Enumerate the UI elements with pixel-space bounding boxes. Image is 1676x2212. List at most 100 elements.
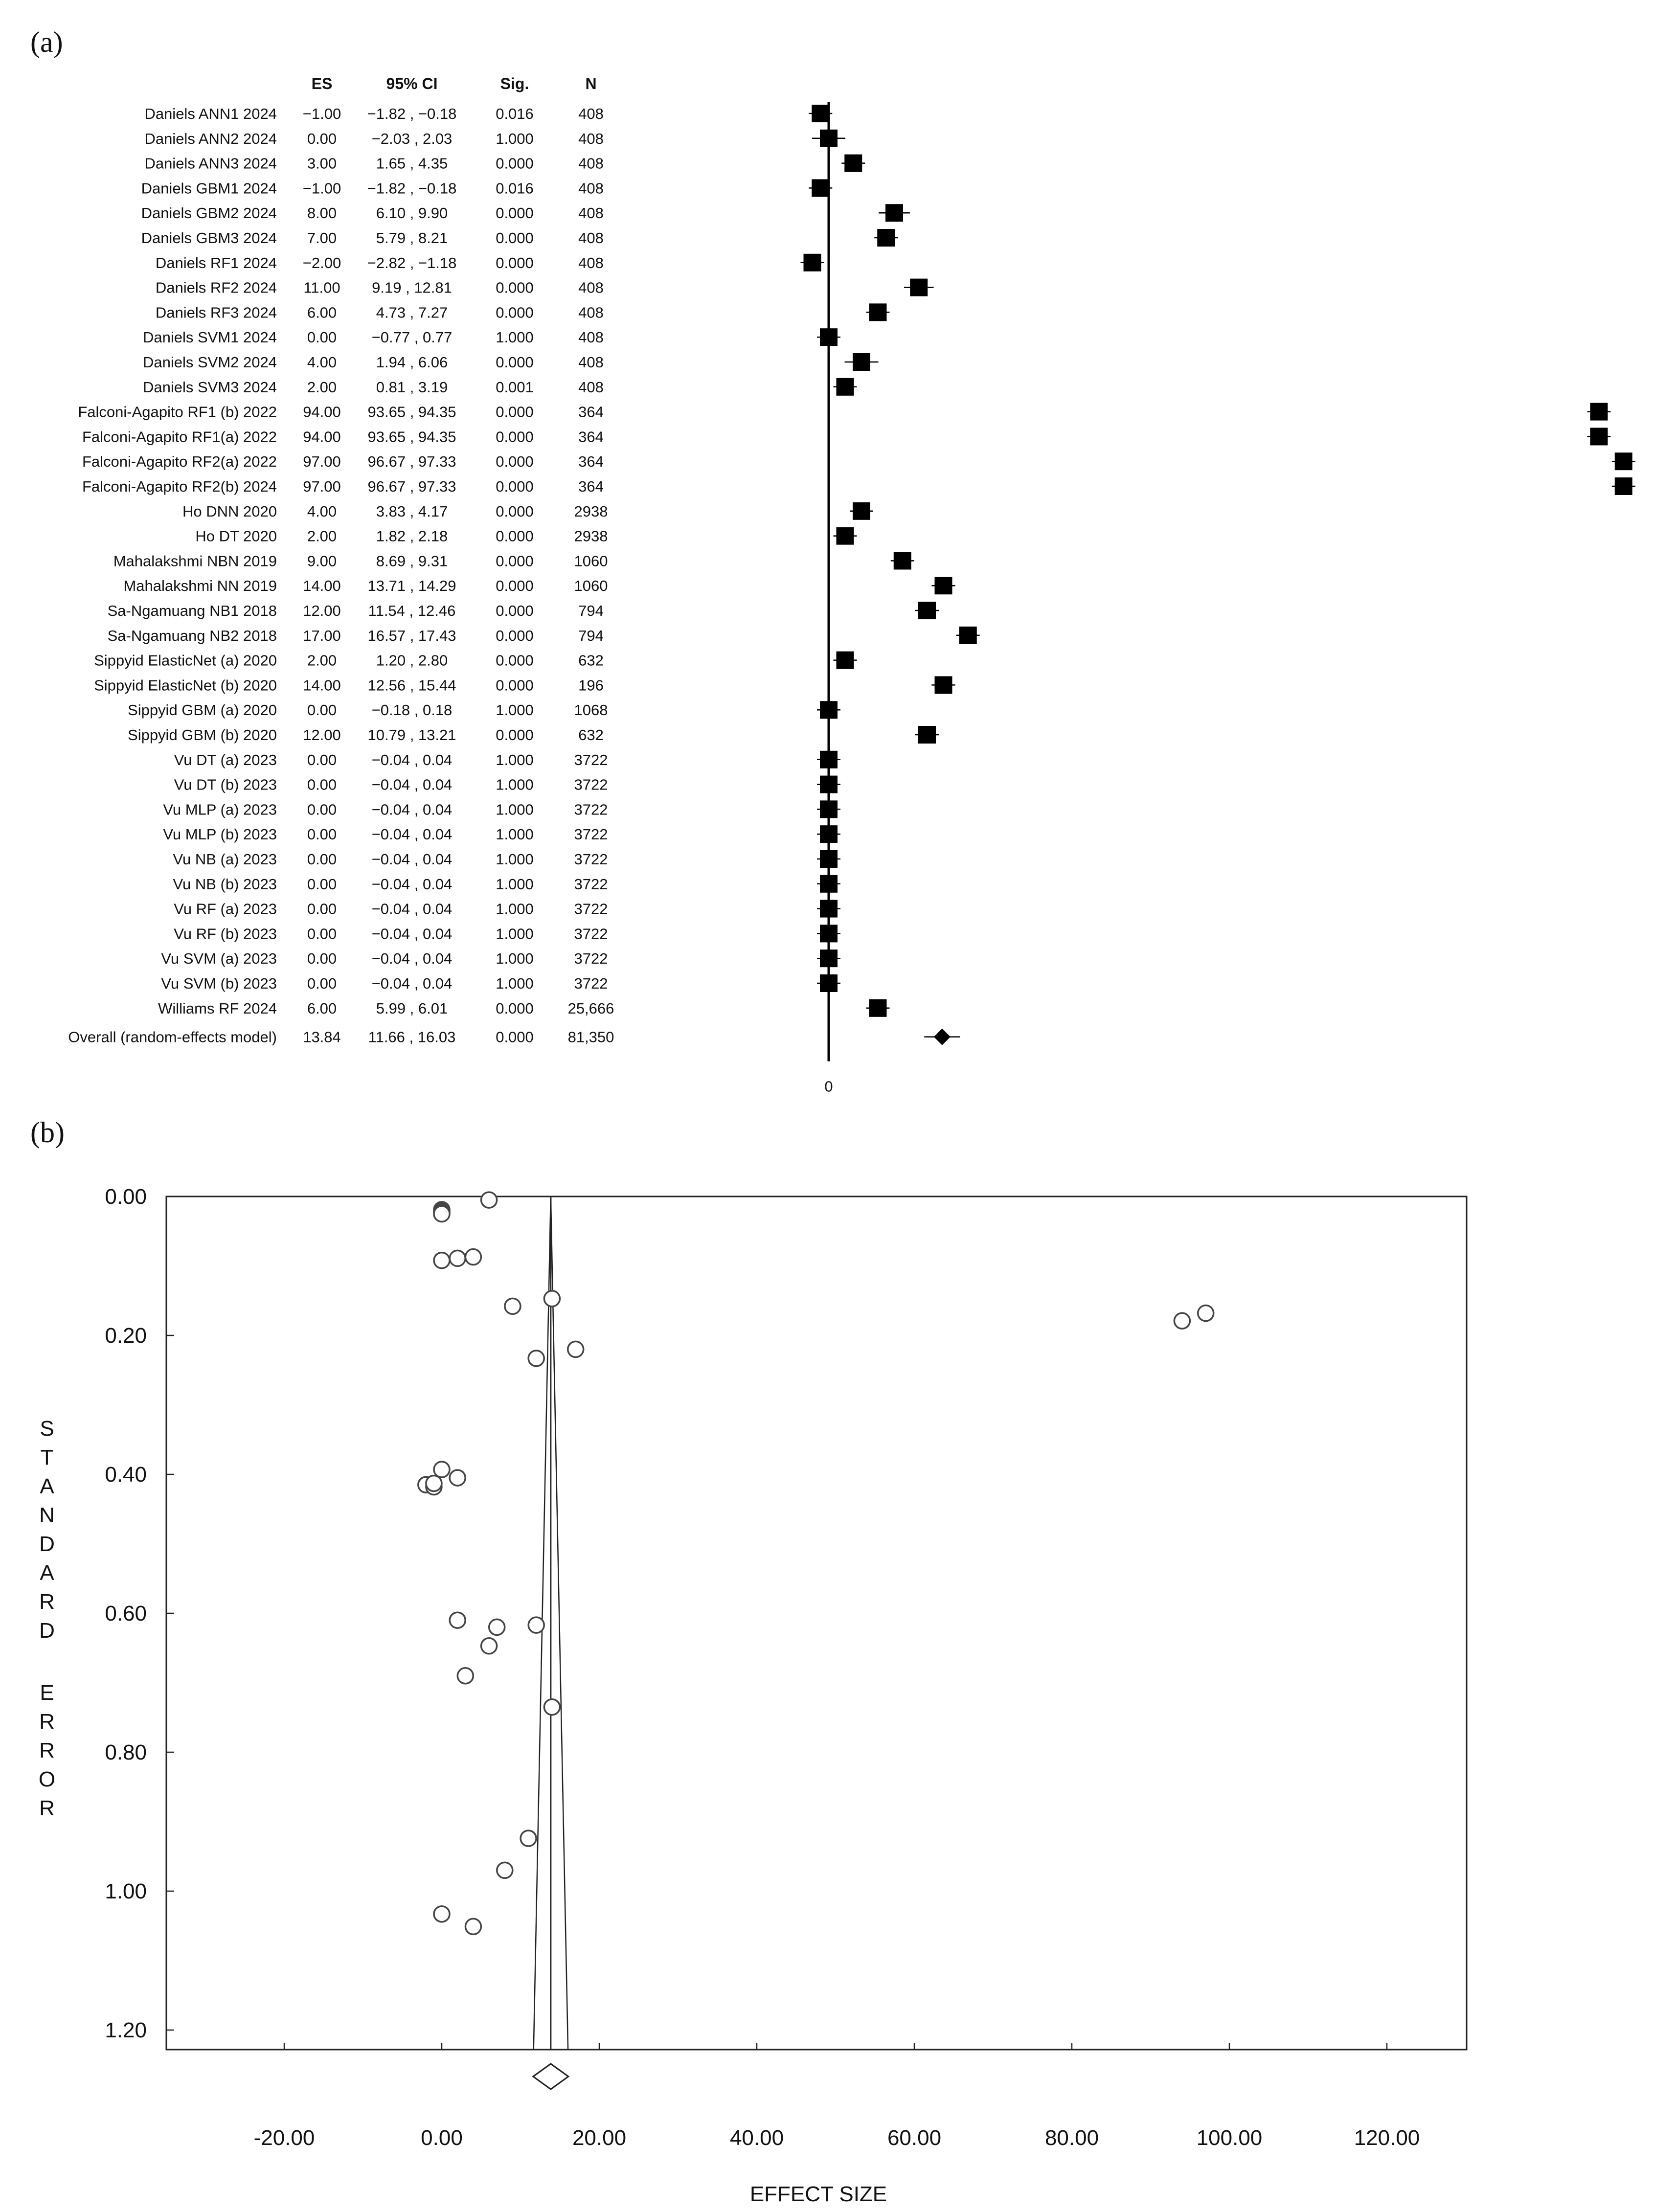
study-row: Ho DNN 2020 4.00 3.83 , 4.17 0.000 2938 [182,503,608,520]
study-label: Sa-Ngamuang NB1 2018 [108,602,277,619]
funnel-axis-ticks: -20.00 0.00 20.00 40.00 60.00 80.00 100.00 120.… [105,1185,1420,2150]
significance-value: 1.000 [496,701,534,719]
effect-size-value: 0.00 [307,925,337,942]
x-tick-label: 20.00 [572,2126,626,2150]
study-row: Vu SVM (a) 2023 0.00 −0.04 , 0.04 1.000 3722 [161,950,608,967]
study-label: Daniels GBM3 2024 [141,229,277,247]
study-point [488,1618,506,1636]
y-tick-label: 0.00 [105,1185,147,1209]
sample-size-value: 408 [578,354,604,371]
study-point [566,1340,585,1358]
sample-size-value: 3722 [574,950,608,967]
study-row: Mahalakshmi NN 2019 14.00 13.71 , 14.29 0.0… [123,577,608,594]
sample-size-value: 408 [578,254,604,271]
effect-size-value: 0.00 [307,130,337,147]
study-row: Vu NB (a) 2023 0.00 −0.04 , 0.04 1.000 3722 [173,851,608,868]
study-row: Sippyid GBM (a) 2020 0.00 −0.18 , 0.18 1.00… [128,701,608,719]
effect-size-value: 11.00 [303,279,340,296]
study-row: Sa-Ngamuang NB1 2018 12.00 11.54 , 12.46 0.… [108,602,604,619]
study-row: Daniels GBM3 2024 7.00 5.79 , 8.21 0.000 408 [141,229,604,247]
forest-table-rows: Daniels ANN1 2024 −1.00 −1.82 , −0.18 0.016… [68,105,614,1046]
significance-value: 1.000 [496,776,534,793]
sample-size-value: 408 [578,304,604,321]
ci-value: 1.94 , 6.06 [376,354,448,371]
y-title-letter: N [39,1503,55,1527]
effect-size-square [812,179,830,197]
effect-size-value: 2.00 [307,528,337,545]
study-row: Ho DT 2020 2.00 1.82 , 2.18 0.000 2938 [195,528,608,545]
study-row: Daniels SVM2 2024 4.00 1.94 , 6.06 0.000 408 [143,354,604,371]
effect-size-value: 97.00 [303,453,341,470]
study-point [1173,1312,1191,1330]
significance-value: 1.000 [496,950,534,967]
sample-size-value: 3722 [574,975,608,992]
significance-value: 1.000 [496,975,534,992]
sample-size-value: 632 [578,726,604,744]
effect-size-square [885,204,903,222]
ci-value: 11.54 , 12.46 [368,602,456,619]
study-row: Sa-Ngamuang NB2 2018 17.00 16.57 , 17.43 0.… [108,627,604,644]
study-label: Williams RF 2024 [158,1000,277,1017]
significance-value: 0.000 [496,726,534,744]
study-label: Daniels GBM1 2024 [141,180,277,197]
sample-size-value: 2938 [574,503,608,520]
significance-value: 0.000 [496,577,534,594]
study-row: Daniels RF1 2024 −2.00 −2.82 , −1.18 0.000 4… [156,254,604,271]
study-row: Vu NB (b) 2023 0.00 −0.04 , 0.04 1.000 3722 [173,876,608,893]
significance-value: 1.000 [496,851,534,868]
effect-size-square [1614,477,1632,495]
sample-size-value: 364 [578,404,604,421]
ci-value: −2.82 , −1.18 [367,254,457,271]
x-tick-label: 60.00 [887,2126,941,2150]
study-row: Daniels RF2 2024 11.00 9.19 , 12.81 0.000 40… [156,279,604,296]
y-tick-label: 0.80 [105,1740,147,1764]
sample-size-value: 632 [578,652,604,669]
study-label: Falconi-Agapito RF1(a) 2022 [82,428,277,445]
study-row: Daniels GBM1 2024 −1.00 −1.82 , −0.18 0.016… [141,180,604,197]
significance-value: 0.000 [496,602,534,619]
effect-size-square [803,253,821,271]
ci-value: −0.04 , 0.04 [372,901,453,918]
study-row: Daniels ANN3 2024 3.00 1.65 , 4.35 0.000 408 [144,155,603,172]
study-label: Vu RF (a) 2023 [174,901,277,918]
study-row: Daniels ANN2 2024 0.00 −2.03 , 2.03 1.000 40… [144,130,603,147]
y-tick-label: 0.40 [105,1463,147,1487]
study-row: Sippyid ElasticNet (a) 2020 2.00 1.20 , 2.… [94,652,604,669]
sample-size-value: 3722 [574,851,608,868]
effect-size-value: 7.00 [307,229,337,247]
ci-value: 8.69 , 9.31 [376,552,448,569]
effect-size-square [1590,428,1608,446]
study-row: Sippyid ElasticNet (b) 2020 14.00 12.56 , … [94,677,604,694]
study-row: Vu RF (a) 2023 0.00 −0.04 , 0.04 1.000 3722 [174,901,608,918]
sample-size-value: 3722 [574,925,608,942]
study-label: Vu NB (b) 2023 [173,876,277,893]
study-row: Falconi-Agapito RF1(a) 2022 94.00 93.65 , … [82,428,604,445]
significance-value: 0.000 [496,652,534,669]
sample-size-value: 408 [578,329,604,346]
significance-value: 1.000 [496,801,534,818]
effect-size-value: 97.00 [303,478,341,495]
significance-value: 0.000 [496,552,534,569]
ci-value: 93.65 , 94.35 [368,404,456,421]
effect-size-value: 14.00 [303,577,341,594]
ci-value: −0.77 , 0.77 [372,329,453,346]
study-label: Ho DT 2020 [195,528,277,545]
sample-size-value: 3722 [574,901,608,918]
sample-size-value: 81,350 [568,1029,614,1046]
forest-table-header: ES 95% CI Sig. N [312,75,597,92]
effect-size-square [934,676,952,694]
sample-size-value: 408 [578,105,604,122]
effect-size-value: 0.00 [307,950,337,967]
ci-value: 3.83 , 4.17 [376,503,448,520]
effect-size-value: 94.00 [303,404,341,421]
sample-size-value: 1060 [574,577,608,594]
effect-size-value: 14.00 [303,677,341,694]
study-label: Daniels RF2 2024 [156,279,277,296]
y-title-letter: A [40,1474,54,1498]
study-row: Vu DT (a) 2023 0.00 −0.04 , 0.04 1.000 3722 [174,751,608,768]
y-title-letter: D [39,1619,55,1643]
study-label: Sippyid ElasticNet (a) 2020 [94,652,277,669]
significance-value: 0.000 [496,503,534,520]
significance-value: 0.000 [496,204,534,222]
